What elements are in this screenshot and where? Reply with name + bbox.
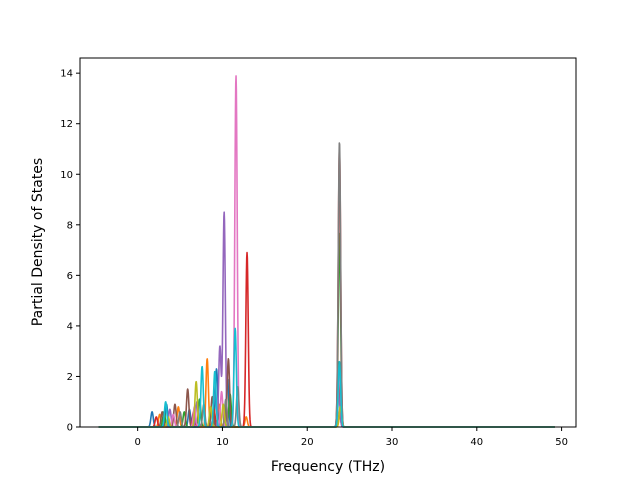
y-tick-label: 10: [60, 170, 73, 181]
series-line-4: [98, 149, 556, 428]
series-line-10: [98, 327, 556, 428]
series-lines-layer: [98, 75, 556, 428]
x-tick-label: 30: [386, 437, 399, 448]
y-tick-label: 4: [67, 321, 73, 332]
y-tick-label: 14: [60, 69, 73, 80]
x-tick-label: 40: [470, 437, 483, 448]
x-tick-label: 10: [216, 437, 229, 448]
ticks-layer: 0 10 20 30 40 50 0 2 4 6 8 10 12 14: [60, 69, 568, 448]
y-tick-label: 0: [67, 423, 73, 434]
x-tick-label: 0: [134, 437, 140, 448]
plot-frame: [79, 57, 577, 428]
x-axis-title: Frequency (THz): [271, 459, 385, 475]
x-tick-label: 20: [301, 437, 314, 448]
y-tick-label: 2: [67, 372, 73, 383]
series-line-5: [98, 211, 556, 428]
x-tick-label: 50: [555, 437, 568, 448]
series-line-8: [98, 142, 556, 428]
series-line-7: [98, 75, 556, 428]
y-tick-label: 8: [67, 220, 73, 231]
y-tick-label: 12: [60, 119, 73, 130]
y-tick-label: 6: [67, 271, 73, 282]
y-axis-title: Partial Density of States: [30, 158, 46, 326]
series-line-3: [98, 232, 556, 428]
